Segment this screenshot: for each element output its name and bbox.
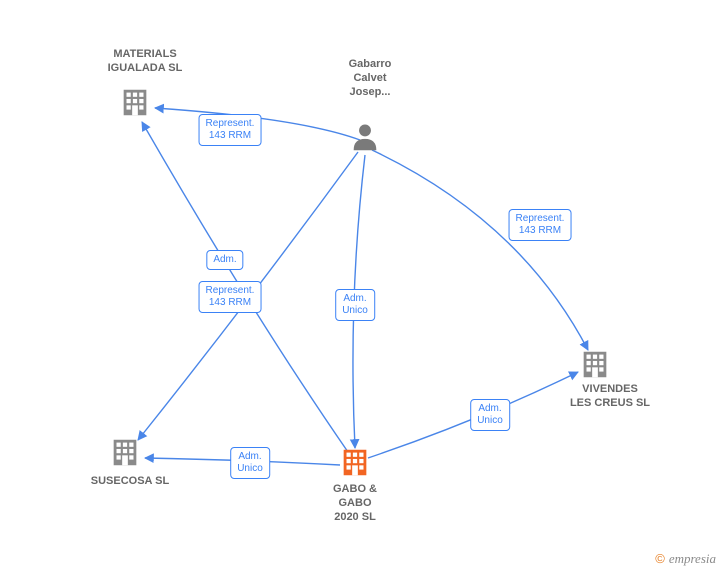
node-label: GABO &GABO2020 SL	[325, 483, 385, 524]
building-icon[interactable]	[118, 86, 152, 125]
watermark: © empresia	[655, 551, 716, 567]
building-icon[interactable]	[578, 348, 612, 387]
building-icon[interactable]	[338, 446, 372, 485]
building-icon[interactable]	[108, 436, 142, 475]
node-label: VIVENDESLES CREUS SL	[560, 383, 660, 411]
edge-label: Adm.Unico	[230, 447, 270, 479]
watermark-text: empresia	[669, 551, 716, 566]
node-label: MATERIALSIGUALADA SL	[100, 48, 190, 76]
edge-label: Adm.Unico	[335, 289, 375, 321]
edge-label: Adm.Unico	[470, 399, 510, 431]
copyright-icon: ©	[655, 551, 665, 566]
edges-layer	[0, 0, 728, 575]
node-label: SUSECOSA SL	[85, 475, 175, 489]
edge	[372, 150, 588, 350]
edge-label: Adm.	[206, 250, 243, 270]
edge-label: Represent.143 RRM	[199, 114, 262, 146]
person-icon[interactable]	[348, 121, 382, 160]
edge-label: Represent.143 RRM	[509, 209, 572, 241]
edge-label: Represent.143 RRM	[199, 281, 262, 313]
node-label: GabarroCalvetJosep...	[340, 58, 400, 99]
